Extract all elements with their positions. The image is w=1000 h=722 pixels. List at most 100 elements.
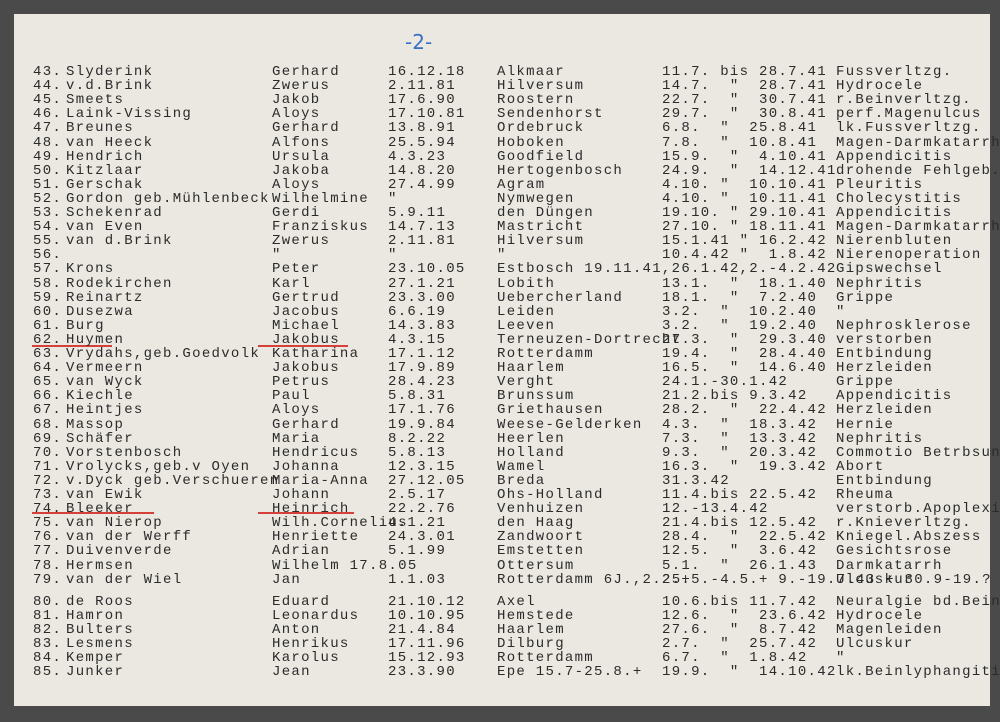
cell-place: Zandwoort: [497, 529, 585, 546]
cell-surname: Gordon geb.Mühlenbeck: [66, 190, 270, 207]
cell-diagnosis: Hydrocele: [836, 78, 924, 95]
cell-born: 17.1.76: [388, 402, 456, 419]
cell-diagnosis: drohende Fehlgeb.: [836, 162, 1000, 179]
cell-first: Zwerus: [272, 233, 331, 250]
cell-born: 14.3.83: [388, 317, 456, 334]
cell-dates: 11.4.bis 22.5.42: [662, 487, 818, 503]
cell-first: Henrikus: [272, 636, 350, 652]
cell-first: Ursula: [272, 148, 331, 165]
cell-first: Gertrud: [272, 289, 340, 306]
cell-born: 17.11.96: [388, 636, 466, 652]
cell-first: Franziskus: [272, 219, 370, 236]
cell-place: Ohs-Holland: [497, 487, 604, 503]
cell-no: 66.: [33, 388, 63, 405]
cell-no: 58.: [33, 275, 63, 292]
cell-dates: 5.1. " 26.1.43: [662, 557, 818, 574]
cell-dates: 9.3. " 20.3.42: [662, 444, 818, 461]
cell-place: Epe 15.7-25.8.+: [497, 664, 643, 681]
cell-first: Michael: [272, 317, 340, 334]
cell-surname: v.Dyck geb.Verschueren: [66, 472, 280, 489]
cell-surname: Slyderink: [66, 64, 154, 80]
cell-no: 51.: [33, 176, 63, 193]
cell-first: Karolus: [272, 650, 340, 667]
cell-diagnosis: Fussverltzg.: [836, 64, 953, 80]
cell-place: Goodfield: [497, 148, 585, 165]
cell-diagnosis: Nephrosklerose: [836, 317, 972, 334]
cell-no: 68.: [33, 416, 63, 433]
cell-no: 56.: [33, 247, 63, 264]
cell-dates: 4.3. " 18.3.42: [662, 416, 818, 433]
cell-surname: Kiechle: [66, 388, 134, 405]
cell-born: 13.8.91: [388, 120, 456, 137]
cell-diagnosis: Appendicitis: [836, 388, 953, 405]
cell-diagnosis: Nierenoperation: [836, 247, 982, 264]
cell-born: 4.3.15: [388, 331, 447, 348]
cell-no: 76.: [33, 529, 63, 546]
cell-first: Jean: [272, 664, 311, 681]
cell-dates: 21.2.bis 9.3.42: [662, 388, 808, 405]
cell-no: 80.: [33, 593, 63, 610]
cell-place: Ottersum: [497, 557, 575, 574]
cell-no: 44.: [33, 78, 63, 95]
cell-diagnosis: Magen-Darmkatarrh: [836, 219, 1000, 236]
cell-born: 5.8.13: [388, 444, 447, 461]
cell-diagnosis: ": [836, 303, 846, 320]
cell-no: 70.: [33, 444, 63, 461]
red-underline: [258, 345, 348, 347]
cell-dates: 21.4.bis 12.5.42: [662, 515, 818, 532]
cell-dates: 22.7. " 30.7.41: [662, 92, 827, 109]
cell-born: 24.3.01: [388, 529, 456, 546]
cell-place: Alkmaar: [497, 64, 565, 80]
cell-born: 23.10.05: [388, 261, 466, 278]
cell-first: Johann: [272, 487, 331, 503]
cell-no: 81.: [33, 607, 63, 624]
cell-first: Wilhelm 17.8.05: [272, 557, 418, 574]
cell-diagnosis: verstorb.Apoplexi: [836, 501, 1000, 518]
cell-diagnosis: Cholecystitis: [836, 190, 963, 207]
cell-place: Griethausen: [497, 402, 604, 419]
cell-no: 79.: [33, 571, 63, 588]
cell-surname: Gerschak: [66, 176, 144, 193]
cell-no: 65.: [33, 374, 63, 391]
cell-diagnosis: Entbindung: [836, 346, 934, 362]
cell-born: 23.3.00: [388, 289, 456, 306]
cell-diagnosis: Magenleiden: [836, 621, 943, 638]
cell-diagnosis: verstorben: [836, 331, 934, 348]
cell-diagnosis: Commotio Betrbsun: [836, 444, 1000, 461]
cell-dates: 12.-13.4.42: [662, 501, 769, 518]
cell-dates: 4.10. " 10.11.41: [662, 190, 827, 207]
cell-first: Anton: [272, 621, 321, 638]
cell-surname: Junker: [66, 664, 125, 681]
cell-surname: Vorstenbosch: [66, 444, 183, 461]
cell-surname: van Nierop: [66, 515, 164, 532]
cell-no: 78.: [33, 557, 63, 574]
cell-no: 77.: [33, 543, 63, 560]
cell-no: 72.: [33, 472, 63, 489]
cell-no: 54.: [33, 219, 63, 236]
cell-dates: 28.4. " 22.5.42: [662, 529, 827, 546]
cell-place: Mastricht: [497, 219, 585, 236]
cell-first: Gerhard: [272, 416, 340, 433]
cell-dates: 7.8. " 10.8.41: [662, 134, 818, 151]
cell-diagnosis: Rheuma: [836, 487, 895, 503]
cell-dates: 6.8. " 25.8.41: [662, 120, 818, 137]
cell-place: Estbosch 19.11.41,26.1.42,2.-4.2.42: [497, 261, 837, 278]
cell-place: Ordebruck: [497, 120, 585, 137]
cell-born: 15.12.93: [388, 650, 466, 667]
paper: [14, 14, 990, 706]
cell-diagnosis: lk.Fussverltzg.: [836, 120, 982, 137]
cell-born: 27.4.99: [388, 176, 456, 193]
cell-dates: 2.7. " 25.7.42: [662, 636, 818, 652]
cell-place: Rotterdamm 6J.,2.2.+: [497, 571, 692, 588]
cell-born: 5.1.99: [388, 543, 447, 560]
cell-diagnosis: Ulcuskur: [836, 571, 914, 588]
cell-place: Agram: [497, 176, 546, 193]
cell-dates: 19.4. " 28.4.40: [662, 346, 827, 362]
cell-surname: Smeets: [66, 92, 125, 109]
cell-no: 55.: [33, 233, 63, 250]
cell-no: 47.: [33, 120, 63, 137]
cell-first: Maria-Anna: [272, 472, 370, 489]
cell-no: 84.: [33, 650, 63, 667]
cell-born: 22.2.76: [388, 501, 456, 518]
cell-dates: 12.5. " 3.6.42: [662, 543, 818, 560]
